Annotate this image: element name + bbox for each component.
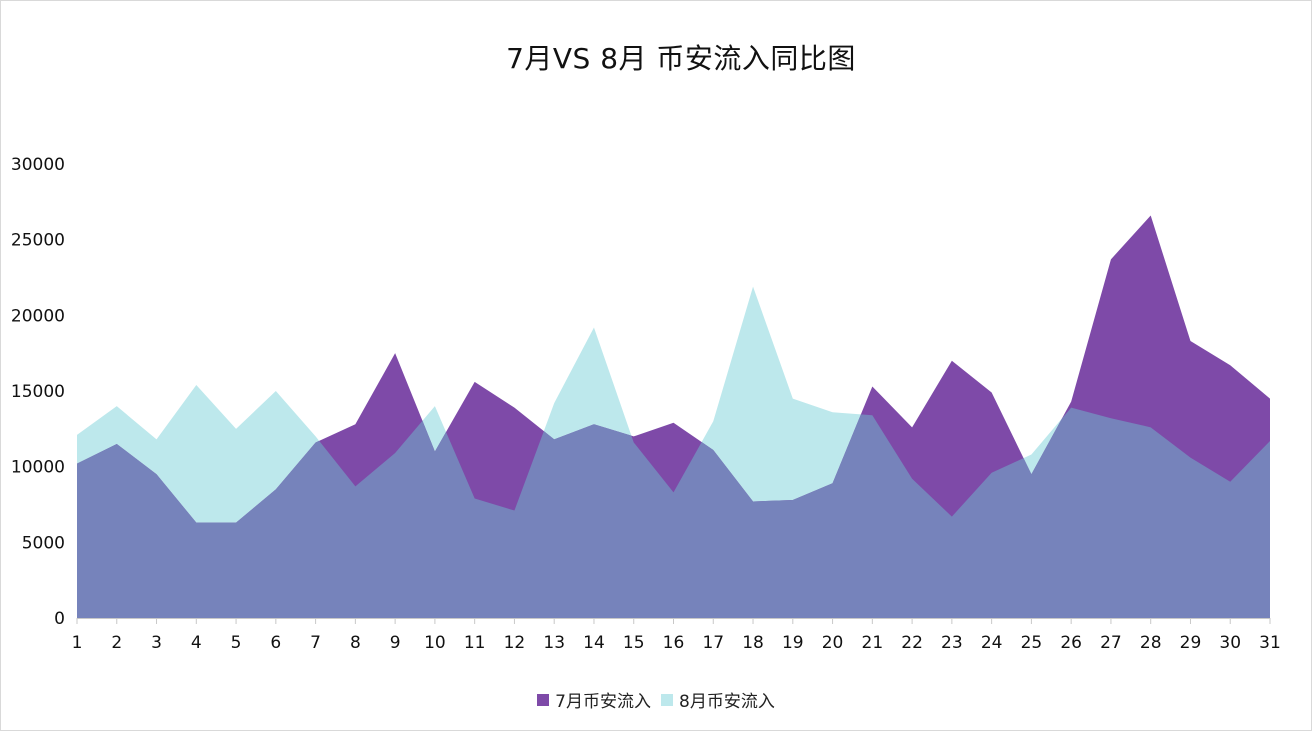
x-tick-label: 21 <box>862 633 884 653</box>
series-overlap-area <box>77 286 1270 618</box>
legend-swatch-july <box>537 693 550 706</box>
x-tick-label: 9 <box>390 633 401 653</box>
x-tick-label: 20 <box>822 633 844 653</box>
x-tick-label: 12 <box>504 633 526 653</box>
x-tick-label: 5 <box>231 633 242 653</box>
y-tick-label: 5000 <box>22 533 65 553</box>
x-tick-label: 25 <box>1021 633 1043 653</box>
x-tick-label: 14 <box>583 633 605 653</box>
legend-label-july: 7月币安流入 <box>555 692 651 712</box>
x-tick-label: 29 <box>1180 633 1202 653</box>
x-tick-label: 2 <box>111 633 122 653</box>
y-tick-label: 0 <box>54 609 65 629</box>
x-tick-label: 6 <box>270 633 281 653</box>
legend-item-august[interactable]: 8月币安流入 <box>661 687 775 712</box>
x-tick-label: 27 <box>1100 633 1122 653</box>
x-tick-label: 28 <box>1140 633 1162 653</box>
legend-label-august: 8月币安流入 <box>679 692 775 712</box>
legend-item-july[interactable]: 7月币安流入 <box>537 687 651 712</box>
y-tick-label: 20000 <box>11 306 65 326</box>
plot-areas <box>77 215 1270 618</box>
y-tick-label: 15000 <box>11 382 65 402</box>
x-tick-label: 7 <box>310 633 321 653</box>
x-tick-label: 19 <box>782 633 804 653</box>
x-tick-label: 26 <box>1060 633 1082 653</box>
x-tick-label: 13 <box>543 633 565 653</box>
legend: 7月币安流入 8月币安流入 <box>1 687 1311 712</box>
x-tick-label: 1 <box>72 633 83 653</box>
chart-title: 7月VS 8月 币安流入同比图 <box>506 42 856 75</box>
x-tick-label: 24 <box>981 633 1003 653</box>
x-tick-label: 10 <box>424 633 446 653</box>
x-tick-label: 31 <box>1259 633 1281 653</box>
x-tick-label: 15 <box>623 633 645 653</box>
y-tick-label: 25000 <box>11 231 65 251</box>
x-tick-label: 4 <box>191 633 202 653</box>
y-tick-label: 30000 <box>11 155 65 175</box>
legend-swatch-august <box>661 693 673 706</box>
x-tick-label: 17 <box>702 633 724 653</box>
x-tick-label: 22 <box>901 633 923 653</box>
y-axis: 0 5000 10000 15000 20000 25000 30000 <box>11 155 65 629</box>
y-tick-label: 10000 <box>11 458 65 478</box>
x-tick-label: 8 <box>350 633 361 653</box>
x-tick-label: 18 <box>742 633 764 653</box>
x-axis: 1 2 3 4 5 6 7 8 9 10 11 12 13 14 15 16 17 18 19 20 21 22 23 24 2… <box>72 618 1281 653</box>
x-tick-label: 23 <box>941 633 963 653</box>
x-tick-label: 11 <box>464 633 486 653</box>
x-tick-label: 3 <box>151 633 162 653</box>
x-tick-label: 16 <box>663 633 685 653</box>
x-tick-label: 30 <box>1219 633 1241 653</box>
